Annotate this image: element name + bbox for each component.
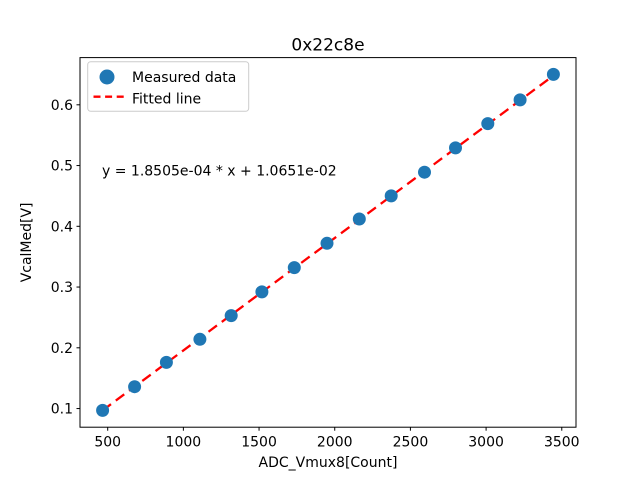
x-axis-label: ADC_Vmux8[Count] — [259, 455, 398, 471]
y-tick-label: 0.2 — [51, 341, 73, 357]
y-tick-label: 0.1 — [51, 402, 73, 418]
legend: Measured data Fitted line — [87, 61, 250, 112]
x-tick-label: 500 — [94, 435, 121, 451]
data-point — [320, 236, 334, 250]
x-tick-label: 2500 — [393, 435, 429, 451]
data-point — [481, 117, 495, 131]
legend-marker-icon — [99, 69, 115, 85]
legend-label-fitted-line: Fitted line — [132, 92, 201, 108]
x-tick-label: 1000 — [166, 435, 202, 451]
data-point — [193, 332, 207, 346]
x-tick-label: 3000 — [468, 435, 504, 451]
data-point — [546, 67, 560, 81]
data-point — [418, 165, 431, 179]
data-point — [352, 212, 366, 226]
x-tick-label: 2000 — [317, 435, 353, 451]
axes-frame — [79, 57, 577, 428]
data-point — [287, 261, 301, 275]
x-tick-label: 1500 — [241, 435, 277, 451]
chart-title: 0x22c8e — [291, 36, 364, 56]
data-point — [384, 189, 398, 203]
legend-label-measured-data: Measured data — [132, 70, 236, 86]
y-tick-label: 0.6 — [51, 98, 73, 114]
legend-box — [87, 61, 250, 112]
y-tick-label: 0.3 — [51, 280, 73, 296]
data-point — [159, 355, 173, 369]
data-point — [255, 285, 269, 299]
data-point — [96, 403, 110, 417]
y-tick-label: 0.5 — [51, 159, 73, 175]
data-point — [449, 141, 462, 155]
x-tick-label: 3500 — [544, 435, 580, 451]
data-point — [513, 93, 527, 107]
data-point — [224, 309, 238, 323]
fit-equation-annotation: y = 1.8505e-04 * x + 1.0651e-02 — [102, 164, 337, 180]
y-tick-label: 0.4 — [51, 219, 73, 235]
y-axis-label: VcalMed[V] — [19, 202, 35, 282]
data-point — [128, 380, 142, 394]
